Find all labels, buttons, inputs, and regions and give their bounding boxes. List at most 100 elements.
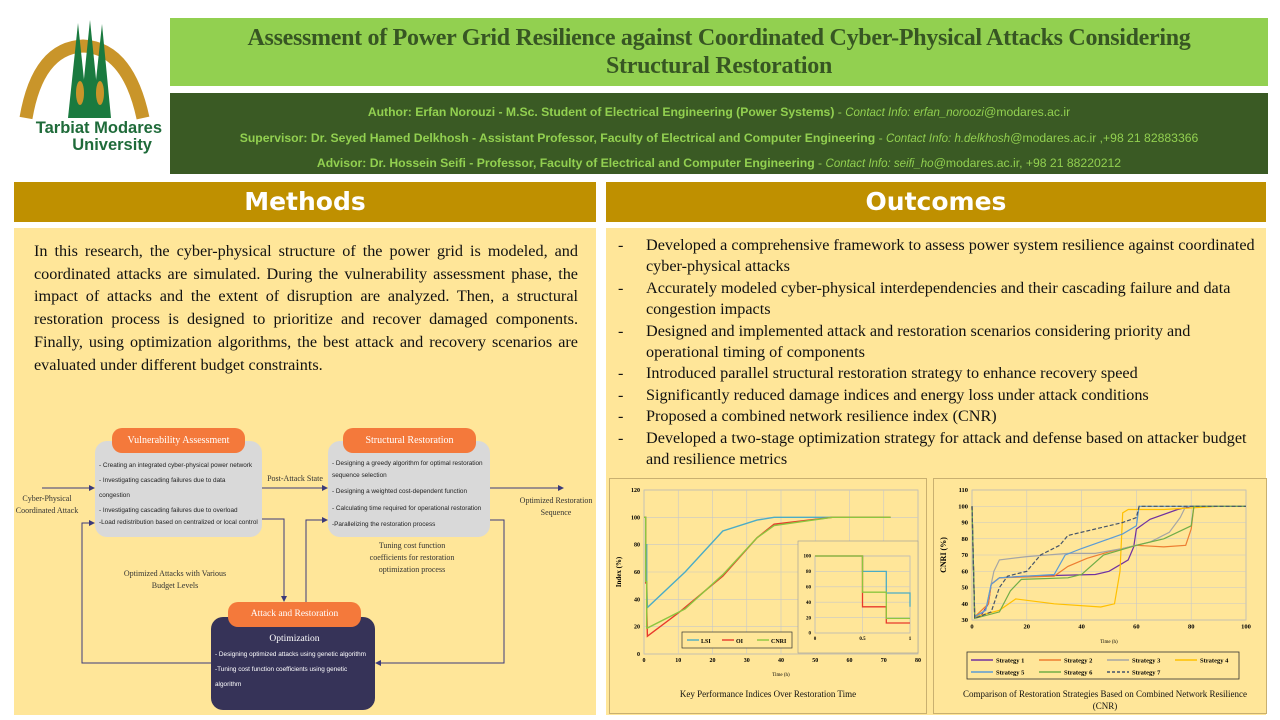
advisor-email: @modares.ac.ir, +98 21 88220212 — [933, 156, 1122, 170]
legend-label: Strategy 1 — [996, 658, 1024, 665]
logo-text-line2: University — [72, 136, 152, 154]
outcome-item: Designed and implemented attack and rest… — [612, 321, 1258, 364]
legend-label: Strategy 2 — [1064, 658, 1092, 665]
kpi-chart-caption: Key Performance Indices Over Restoration… — [679, 689, 857, 699]
outcome-item: Developed a comprehensive framework to a… — [612, 235, 1258, 278]
x-tick-label: 50 — [812, 658, 818, 664]
x-tick-label: 1 — [909, 637, 912, 642]
author-name: Author: Erfan Norouzi - M.Sc. Student of… — [367, 105, 835, 119]
supervisor-name: Supervisor: Dr. Seyed Hamed Delkhosh - A… — [239, 130, 876, 145]
box-item: - Investigating cascading failures due t… — [99, 507, 238, 514]
outcome-item: Proposed a combined network resilience i… — [612, 406, 1258, 428]
legend-label: Strategy 5 — [996, 670, 1025, 677]
box-item: - Designing a greedy algorithm for optim… — [332, 460, 483, 479]
box-item: -Tuning cost function coefficients using… — [215, 666, 348, 688]
legend-box — [966, 651, 1240, 680]
y-tick-label: 60 — [634, 570, 640, 576]
y-tick-label: 0 — [637, 652, 640, 658]
optimization-box: - Designing optimized attacks using gene… — [211, 617, 375, 710]
outcomes-heading: Outcomes — [606, 182, 1266, 222]
y-tick-label: 80 — [806, 570, 812, 575]
x-tick-label: 20 — [710, 658, 716, 664]
legend-label: Strategy 7 — [1132, 670, 1161, 677]
diagram-output-label: Optimized Restoration Sequence — [519, 496, 593, 517]
poster-title: Assessment of Power Grid Resilience agai… — [170, 18, 1268, 86]
university-logo — [8, 18, 163, 163]
legend-label: Strategy 4 — [1200, 658, 1229, 665]
supervisor-line: Supervisor: Dr. Seyed Hamed Delkhosh - A… — [239, 130, 1199, 145]
x-axis-label: Time (h) — [772, 673, 790, 678]
y-tick-label: 80 — [634, 543, 640, 549]
loop-right-label: Tuning cost function coefficients for re… — [369, 541, 455, 574]
x-tick-label: 60 — [847, 658, 853, 664]
methods-paragraph: In this research, the cyber-physical str… — [34, 242, 578, 374]
y-tick-label: 40 — [634, 597, 640, 603]
x-tick-label: 30 — [744, 658, 750, 664]
author-info: Author: Erfan Norouzi - M.Sc. Student of… — [170, 93, 1268, 174]
y-tick-label: 80 — [962, 536, 969, 543]
box-item: - Calculating time required for operatio… — [332, 504, 482, 512]
x-tick-label: 0.5 — [859, 637, 866, 642]
y-tick-label: 30 — [962, 617, 969, 624]
x-tick-label: 60 — [1133, 624, 1140, 631]
author-email: @modares.ac.ir — [983, 105, 1071, 119]
series-line-cnri — [644, 516, 891, 629]
outcome-item: Developed a two-stage optimization strat… — [612, 428, 1258, 471]
outcome-item: Accurately modeled cyber-physical interd… — [612, 278, 1258, 321]
y-axis-label: CNRI (%) — [939, 537, 948, 573]
y-tick-label: 100 — [958, 503, 968, 510]
x-axis-label: Time (h) — [1100, 640, 1118, 645]
methods-heading: Methods — [14, 182, 596, 222]
series-line-strategy-5 — [971, 505, 1246, 618]
outcomes-list: Developed a comprehensive framework to a… — [612, 235, 1258, 470]
x-tick-label: 20 — [1024, 624, 1031, 631]
x-tick-label: 80 — [1188, 624, 1195, 631]
series-line-strategy-1 — [971, 505, 1246, 618]
y-tick-label: 40 — [806, 601, 812, 606]
restoration-title: Structural Restoration — [343, 428, 476, 453]
series-line-strategy-6 — [971, 505, 1246, 620]
x-tick-label: 80 — [915, 658, 921, 664]
y-tick-label: 60 — [962, 568, 969, 575]
vulnerability-title: Vulnerability Assessment — [112, 428, 245, 453]
vulnerability-box: - Creating an integrated cyber-physical … — [95, 441, 262, 537]
advisor-contact: Contact Info: seifi_ho — [825, 158, 934, 170]
y-tick-label: 40 — [962, 601, 969, 608]
legend-label: LSI — [701, 639, 711, 645]
supervisor-email: @modares.ac.ir ,+98 21 82883366 — [1010, 130, 1199, 145]
title-line2: Structural Restoration — [605, 53, 833, 79]
y-tick-label: 120 — [631, 488, 640, 494]
x-tick-label: 0 — [643, 658, 646, 664]
series-line-strategy-4 — [971, 505, 1246, 618]
x-tick-label: 100 — [1241, 624, 1251, 631]
y-tick-label: 100 — [804, 555, 812, 560]
y-tick-label: 70 — [962, 552, 969, 559]
series-line-strategy-7 — [971, 505, 1246, 620]
y-axis-label: Index (%) — [615, 556, 623, 587]
y-tick-label: 100 — [631, 515, 640, 521]
y-tick-label: 20 — [634, 625, 640, 631]
y-tick-label: 0 — [809, 632, 812, 637]
cnri-chart-caption: Comparison of Restoration Strategies Bas… — [963, 689, 1247, 711]
y-tick-label: 110 — [959, 487, 968, 494]
restoration-box: - Designing a greedy algorithm for optim… — [328, 441, 490, 537]
box-item: - Designing optimized attacks using gene… — [215, 651, 366, 658]
university-name: Tarbiat Modares University — [0, 120, 162, 154]
legend-label: Strategy 3 — [1132, 658, 1161, 665]
y-tick-label: 50 — [962, 585, 969, 592]
post-attack-label: Post-Attack State — [267, 474, 323, 483]
y-tick-label: 60 — [806, 585, 812, 590]
y-tick-label: 90 — [962, 520, 969, 527]
optimization-title: Attack and Restoration Optimization — [228, 602, 361, 644]
diagram-input-label: Cyber-Physical Coordinated Attack — [15, 494, 79, 515]
x-tick-label: 40 — [778, 658, 784, 664]
x-tick-label: 0 — [970, 624, 973, 631]
outcome-item: Significantly reduced damage indices and… — [612, 385, 1258, 407]
legend-label: Strategy 6 — [1064, 670, 1093, 677]
x-tick-label: 70 — [881, 658, 887, 664]
author-line: Author: Erfan Norouzi - M.Sc. Student of… — [367, 105, 1071, 119]
logo-text-line1: Tarbiat Modares — [35, 119, 162, 137]
legend-label: CNRI — [771, 639, 787, 645]
